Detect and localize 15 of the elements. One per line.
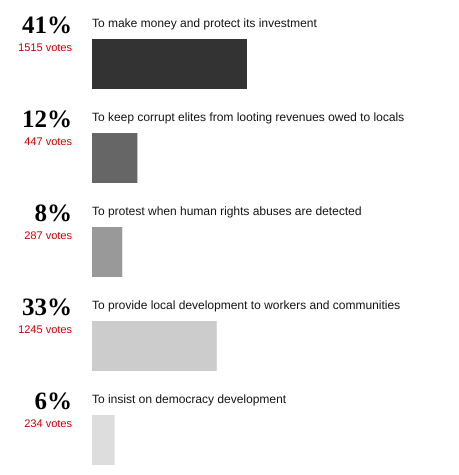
text: 234 votes bbox=[24, 418, 72, 430]
y-tick-label: To make money and protect its investment bbox=[92, 16, 318, 30]
text: 1515 votes bbox=[18, 42, 72, 54]
data-label: 41% bbox=[22, 12, 72, 39]
data-label: 33% bbox=[22, 294, 72, 321]
y-tick-label: To provide local development to workers and communities bbox=[92, 298, 400, 312]
data-label: 6% bbox=[34, 388, 72, 415]
text: 1245 votes bbox=[18, 324, 72, 336]
data-label: 12% bbox=[22, 106, 72, 133]
data-label: 8% bbox=[34, 200, 72, 227]
text: 287 votes bbox=[24, 230, 72, 242]
y-tick-label: To insist on democracy development bbox=[92, 392, 287, 406]
y-tick-label: To keep corrupt elites from looting revenues owed to locals bbox=[92, 110, 404, 124]
text: 447 votes bbox=[24, 136, 72, 148]
y-tick-label: To protest when human rights abuses are detected bbox=[92, 204, 362, 218]
